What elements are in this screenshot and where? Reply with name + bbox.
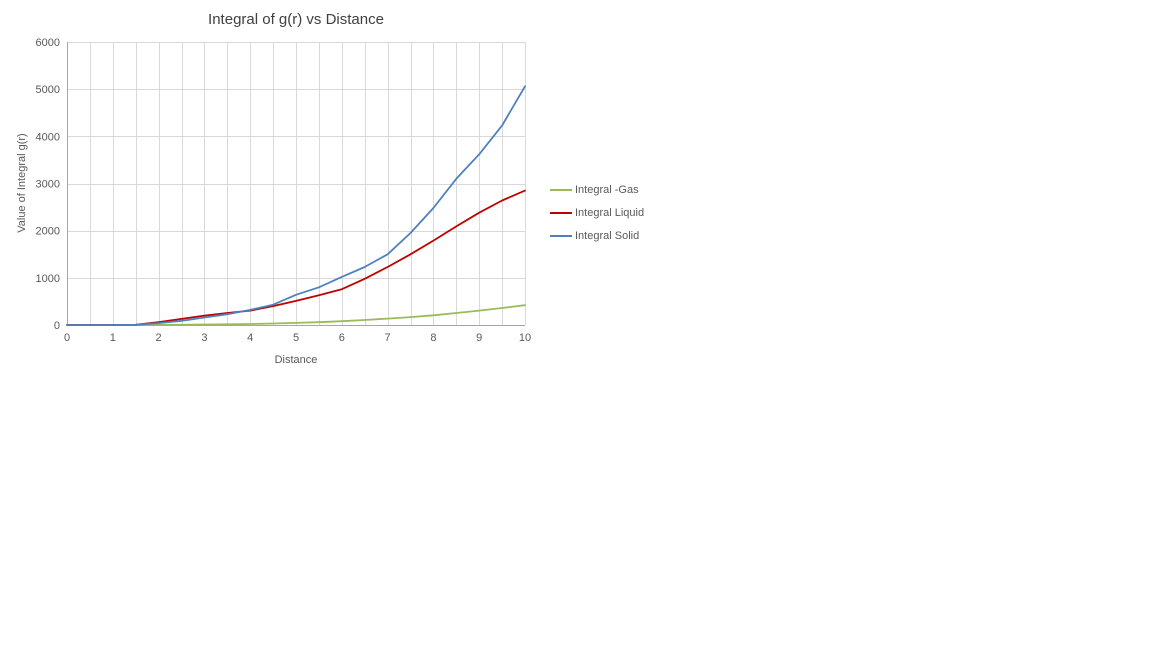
y-tick-label: 5000 [36,84,60,96]
x-tick-label: 8 [430,332,436,344]
y-tick-label: 1000 [36,273,60,285]
x-tick-label: 3 [201,332,207,344]
y-tick-label: 4000 [36,131,60,143]
x-tick-label: 6 [339,332,345,344]
x-tick-label: 9 [476,332,482,344]
legend-swatch-liquid [550,212,572,214]
x-tick-label: 10 [519,332,531,344]
y-tick-label: 0 [54,320,60,332]
legend-label-gas: Integral -Gas [575,184,639,196]
y-axis-title: Value of Integral g(r) [16,133,28,233]
chart-title: Integral of g(r) vs Distance [208,11,384,28]
x-axis-title: Distance [274,354,318,366]
legend-swatch-solid [550,235,572,237]
x-tick-label: 1 [110,332,116,344]
y-tick-label: 2000 [36,226,60,238]
x-tick-label: 0 [64,332,70,344]
legend-label-solid: Integral Solid [575,230,640,242]
legend-item-liquid: Integral Liquid [550,207,644,219]
y-tick-label: 6000 [36,37,60,49]
x-tick-label: 5 [293,332,299,344]
legend-label-liquid: Integral Liquid [575,207,645,219]
x-tick-label: 2 [156,332,162,344]
y-tick-label: 3000 [36,179,60,191]
x-tick-label: 4 [247,332,253,344]
legend: Integral -Gas Integral Liquid Integral S… [550,184,644,242]
legend-item-solid: Integral Solid [550,230,644,242]
legend-item-gas: Integral -Gas [550,184,644,196]
x-tick-label: 7 [385,332,391,344]
legend-swatch-gas [550,189,572,191]
series-line-integral-solid [66,85,526,326]
